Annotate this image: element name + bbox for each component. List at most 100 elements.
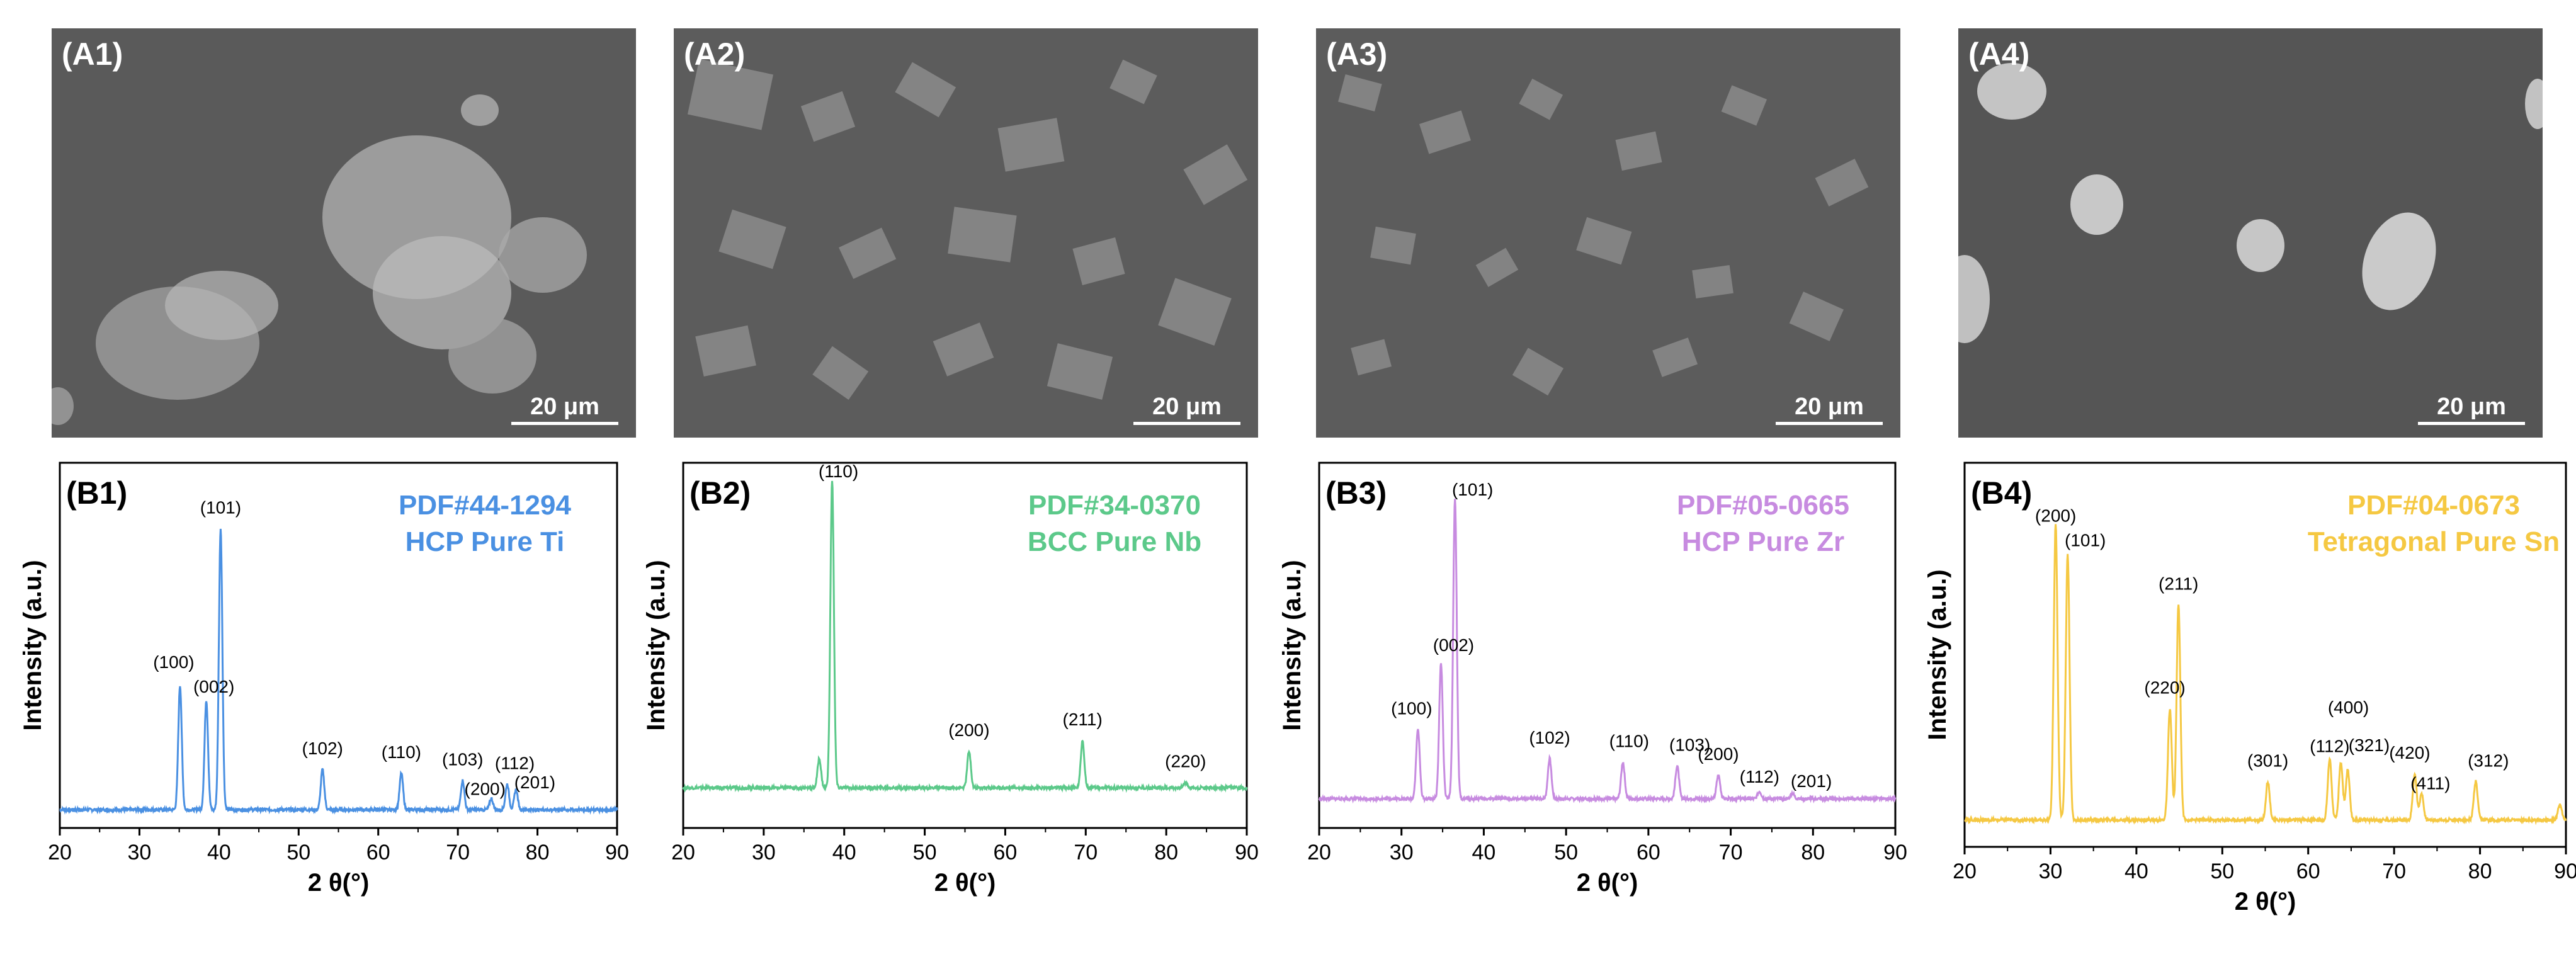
scale-bar: 20 μm [1133,394,1240,425]
sem-texture [674,28,1258,438]
peak-label: (321) [2349,735,2390,755]
x-tick-label: 50 [2210,859,2234,883]
x-tick-label: 70 [1074,841,1098,864]
x-tick-label: 50 [1554,841,1578,864]
panel-label: (B3) [1325,475,1387,511]
peak-label: (110) [382,742,421,762]
peak-label: (100) [153,652,194,672]
panel-label: (B4) [1971,475,2032,511]
xrd-series-line [59,528,618,815]
peak-label: (101) [200,497,241,517]
x-tick-label: 20 [1307,841,1331,864]
x-tick-label: 60 [2296,859,2320,883]
peak-label: (100) [1391,698,1432,718]
sem-image-a4: (A4) 20 μm [1958,28,2543,438]
peak-label: (411) [2410,774,2450,793]
peak-label: (220) [1165,752,1206,771]
phase-label: BCC Pure Nb [1028,526,1201,557]
peak-label: (002) [1433,635,1474,655]
x-tick-label: 90 [605,841,629,864]
peak-label: (301) [2247,751,2288,770]
scale-bar-label: 20 μm [530,394,599,420]
peak-label: (102) [1529,728,1570,747]
scale-bar-line [2418,422,2525,425]
sem-panel-label: (A1) [62,37,123,72]
xrd-chart-b4: 20 30 40 50 60 70 80 90 (200) (101) (220) (211) (301… [1908,450,2576,966]
xrd-series-line [1964,524,2567,825]
scale-bar-label: 20 μm [1795,394,1864,420]
xrd-series-line [682,480,1248,793]
peak-label: (200) [1698,744,1739,764]
peak-label: (200) [948,720,989,740]
phase-label: HCP Pure Ti [406,526,565,557]
x-tick-label: 30 [128,841,152,864]
x-tick-label: 20 [1953,859,1977,883]
peak-label: (201) [1791,771,1832,791]
xrd-chart-b2: 20 30 40 50 60 70 80 90 (110) (200) (211) (220) (B2)… [630,450,1259,966]
x-tick-label: 40 [832,841,856,864]
peak-label: (103) [442,750,483,769]
y-axis-title: Intensity (a.u.) [19,560,47,730]
sem-panel-label: (A4) [1968,37,2030,72]
peak-label: (211) [1063,710,1103,729]
scale-bar-line [1133,422,1240,425]
pdf-card-label: PDF#44-1294 [399,490,571,521]
peak-label: (312) [2468,751,2509,770]
xrd-svg: 20 30 40 50 60 70 80 90 (110) (200) (211) (220) (B2)… [642,462,1259,897]
peak-label: (101) [1452,480,1493,499]
x-tick-label: 70 [1719,841,1743,864]
scale-bar: 20 μm [511,394,618,425]
scale-bar-line [1776,422,1883,425]
x-tick-label: 30 [752,841,776,864]
peak-label: (002) [193,677,234,696]
sem-texture [1958,28,2543,438]
peak-label: (201) [514,773,555,792]
sem-texture [52,28,636,438]
peak-label: (220) [2144,677,2185,697]
peak-label: (211) [2159,574,2198,594]
peak-label: (112) [495,753,535,773]
sem-image-a2: (A2) 20 μm [674,28,1258,438]
x-tick-label: 60 [994,841,1018,864]
sem-panel-label: (A2) [684,37,746,72]
peak-label: (400) [2328,698,2369,717]
pdf-card-label: PDF#04-0673 [2347,490,2520,521]
xrd-chart-b1: 20 30 40 50 60 70 80 90 (100) (002) (101) (102) (110… [0,450,630,966]
x-tick-label: 20 [671,841,695,864]
x-tick-label: 80 [526,841,550,864]
phase-label: Tetragonal Pure Sn [2308,526,2560,557]
xrd-svg: 20 30 40 50 60 70 80 90 (100) (002) (101) (102) (110… [1278,462,1907,897]
x-tick-label: 70 [2382,859,2406,883]
peak-label: (110) [819,462,858,481]
x-tick-label: 50 [287,841,310,864]
peak-label: (110) [1609,732,1649,751]
panel-label: (B1) [66,475,127,511]
x-tick-label: 30 [2039,859,2063,883]
y-axis-title: Intensity (a.u.) [1924,569,1951,740]
scale-bar-line [511,422,618,425]
xrd-series-line [1318,499,1897,804]
scale-bar-label: 20 μm [1152,394,1222,420]
xrd-svg: 20 30 40 50 60 70 80 90 (200) (101) (220) (211) (301… [1924,462,2576,915]
panel-label: (B2) [689,475,751,511]
xrd-svg: 20 30 40 50 60 70 80 90 (100) (002) (101) (102) (110… [19,462,629,897]
y-axis-title: Intensity (a.u.) [1278,560,1306,730]
peak-label: (200) [465,779,506,799]
x-axis-title: 2 θ(°) [1577,869,1638,897]
x-tick-label: 80 [2468,859,2492,883]
sem-image-a3: (A3) 20 μm [1316,28,1900,438]
x-tick-label: 30 [1390,841,1414,864]
peak-label: (103) [1669,735,1710,754]
scale-bar-label: 20 μm [2437,394,2506,420]
x-axis-title: 2 θ(°) [2235,888,2296,915]
x-tick-label: 70 [446,841,470,864]
x-tick-label: 40 [1472,841,1496,864]
sem-texture [1316,28,1900,438]
peak-label: (101) [2065,530,2106,550]
peak-label: (112) [1740,767,1779,786]
x-tick-label: 80 [1801,841,1825,864]
xrd-chart-b3: 20 30 40 50 60 70 80 90 (100) (002) (101) (102) (110… [1259,450,1908,966]
pdf-card-label: PDF#34-0370 [1028,490,1201,521]
scale-bar: 20 μm [1776,394,1883,425]
pdf-card-label: PDF#05-0665 [1677,490,1849,521]
